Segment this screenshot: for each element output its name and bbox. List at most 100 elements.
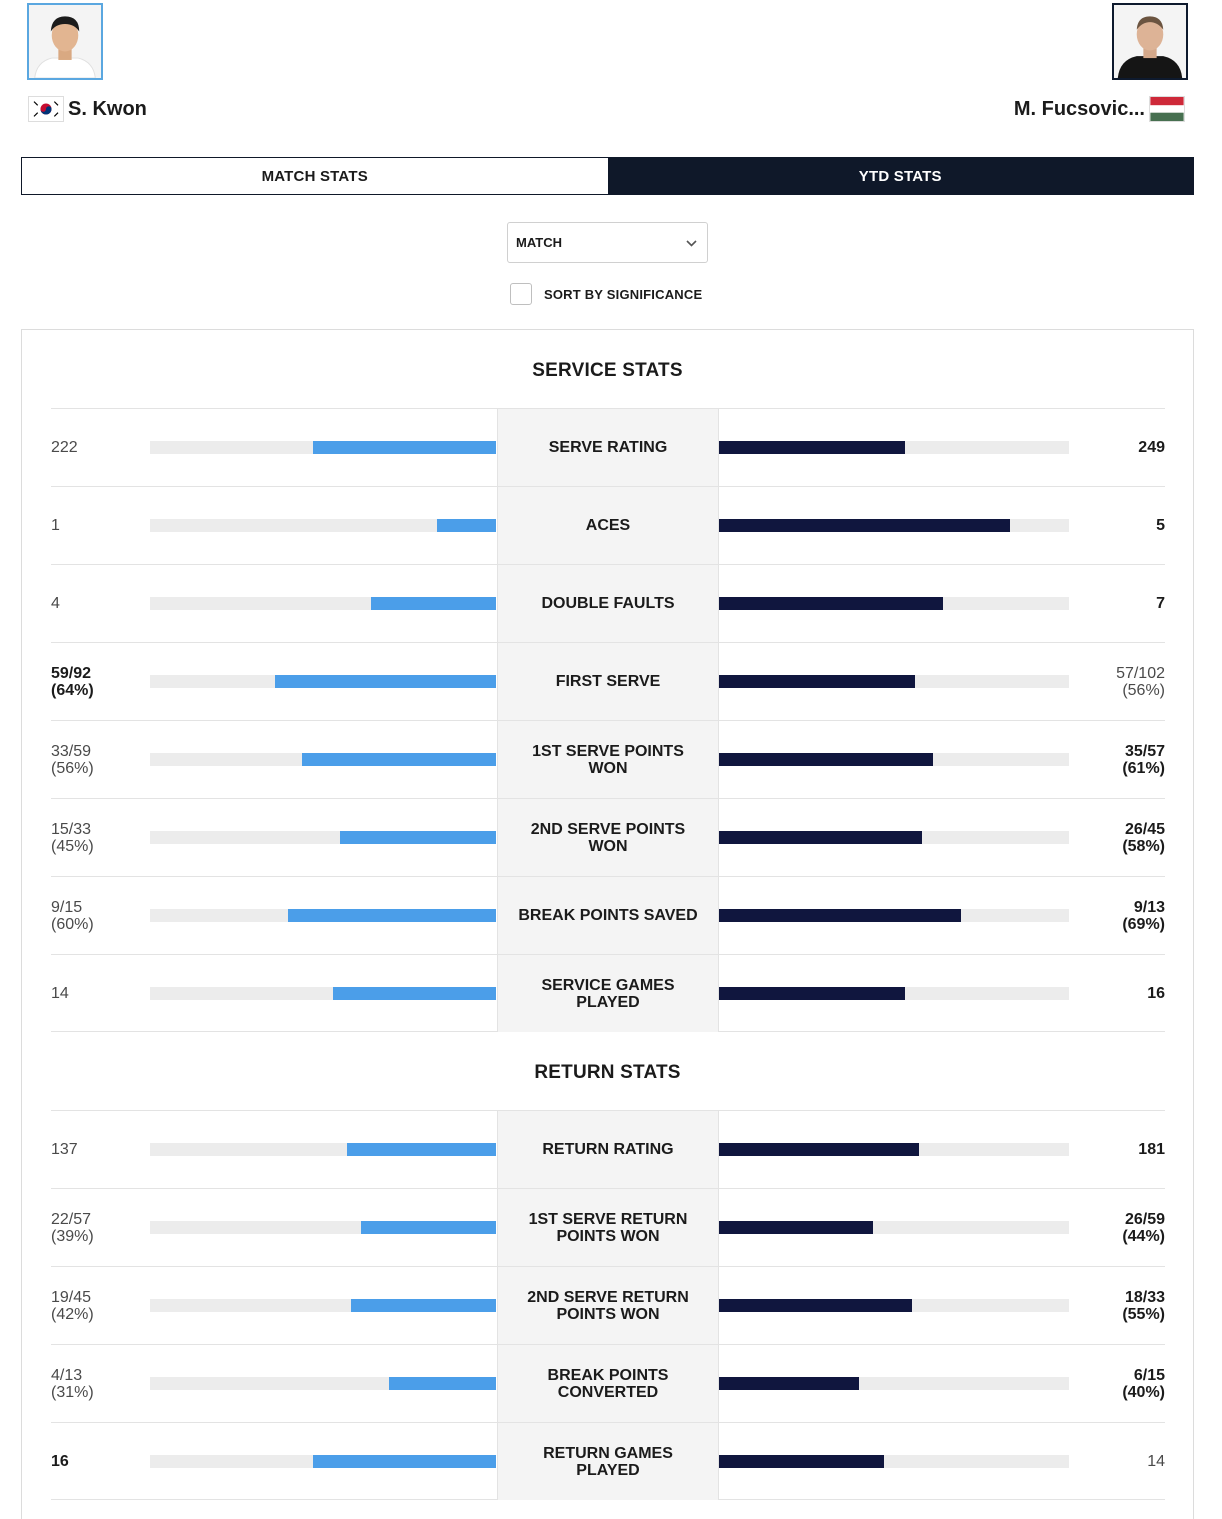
left-bar-track <box>150 753 496 766</box>
tab-match-stats[interactable]: MATCH STATS <box>22 158 608 194</box>
left-value-line: 137 <box>51 1141 78 1158</box>
stats-tabs: MATCH STATS YTD STATS <box>21 157 1194 195</box>
player-photo-left[interactable] <box>27 3 103 80</box>
stat-row: 19/45 (42%) 2ND SERVE RETURN POINTS WON 18/… <box>51 1266 1165 1344</box>
stat-label: BREAK POINTS CONVERTED <box>497 1345 719 1422</box>
stat-label: ACES <box>497 487 719 564</box>
right-bar-fill <box>719 1221 873 1234</box>
right-value-line: 18/33 <box>1124 1288 1165 1306</box>
left-bar-track <box>150 909 496 922</box>
stat-row: 1 ACES 5 <box>51 486 1165 564</box>
stat-row: 4 DOUBLE FAULTS 7 <box>51 564 1165 642</box>
left-value: 222 <box>51 409 78 486</box>
left-value: 14 <box>51 955 69 1032</box>
stat-row: 33/59 (56%) 1ST SERVE POINTS WON 35/57 (61%) <box>51 720 1165 798</box>
right-bar-fill <box>719 519 1010 532</box>
left-bar-fill <box>437 519 496 532</box>
person-icon <box>1114 5 1186 78</box>
left-value-line: 4/13 <box>51 1366 83 1384</box>
right-value-line: (55%) <box>1122 1305 1165 1323</box>
right-value-line: (56%) <box>1122 681 1165 699</box>
left-value: 59/92 (64%) <box>51 643 94 720</box>
right-bar-fill <box>719 831 922 844</box>
period-select[interactable]: MATCH <box>507 222 708 263</box>
right-value-line: (58%) <box>1122 837 1165 855</box>
right-bar-track <box>719 1377 1069 1390</box>
right-value-line: 7 <box>1156 595 1165 612</box>
left-bar-fill <box>350 1299 496 1312</box>
right-bar-track <box>719 519 1069 532</box>
left-value-line: (42%) <box>51 1305 94 1323</box>
right-value: 6/15 (40%) <box>1122 1345 1165 1422</box>
right-bar-track <box>719 441 1069 454</box>
right-value: 18/33 (55%) <box>1122 1267 1165 1344</box>
right-bar-fill <box>719 1455 884 1468</box>
stat-row: 9/15 (60%) BREAK POINTS SAVED 9/13 (69%) <box>51 876 1165 954</box>
left-value: 4 <box>51 565 60 642</box>
right-value-line: 35/57 <box>1124 742 1165 760</box>
right-value-line: 57/102 <box>1116 664 1165 682</box>
left-bar-track <box>150 1377 496 1390</box>
tab-ytd-stats[interactable]: YTD STATS <box>607 158 1193 194</box>
right-value-line: (69%) <box>1122 915 1165 933</box>
stat-label: RETURN RATING <box>497 1111 719 1188</box>
right-value-line: (40%) <box>1122 1383 1165 1401</box>
left-value-line: (39%) <box>51 1227 94 1245</box>
left-value-line: (45%) <box>51 837 94 855</box>
left-value-line: (64%) <box>51 681 94 699</box>
left-bar-fill <box>274 675 496 688</box>
stat-label: BREAK POINTS SAVED <box>497 877 719 954</box>
left-value: 1 <box>51 487 60 564</box>
section-title: RETURN STATS <box>534 1062 681 1083</box>
right-value-line: 16 <box>1147 985 1165 1002</box>
right-bar-track <box>719 1455 1069 1468</box>
left-value-line: 16 <box>51 1453 69 1470</box>
player-name-right-text[interactable]: M. Fucsovic... <box>1013 97 1145 120</box>
left-bar-fill <box>361 1221 496 1234</box>
stat-row: 222 SERVE RATING 249 <box>51 408 1165 486</box>
left-value-line: (31%) <box>51 1383 94 1401</box>
left-bar-fill <box>347 1143 496 1156</box>
right-bar-track <box>719 753 1069 766</box>
right-value: 26/59 (44%) <box>1122 1189 1165 1266</box>
right-bar-fill <box>719 1143 919 1156</box>
right-value: 5 <box>1156 487 1165 564</box>
left-bar-fill <box>388 1377 496 1390</box>
right-bar-track <box>719 987 1069 1000</box>
left-bar-track <box>150 1455 496 1468</box>
stat-row: 15/33 (45%) 2ND SERVE POINTS WON 26/45 (58%) <box>51 798 1165 876</box>
sort-checkbox[interactable] <box>510 283 532 305</box>
right-bar-track <box>719 1221 1069 1234</box>
left-value-line: (60%) <box>51 915 94 933</box>
player-name-right: M. Fucsovic... <box>1014 96 1185 122</box>
left-value-line: 1 <box>51 517 60 534</box>
player-photo-right[interactable] <box>1112 3 1188 80</box>
left-bar-track <box>150 1299 496 1312</box>
sort-label[interactable]: SORT BY SIGNIFICANCE <box>544 286 703 302</box>
stat-label: SERVICE GAMES PLAYED <box>497 955 719 1032</box>
stat-label: 2ND SERVE RETURN POINTS WON <box>497 1267 719 1344</box>
right-value-line: 5 <box>1156 517 1165 534</box>
right-value-line: 26/59 <box>1124 1210 1165 1228</box>
left-value: 4/13 (31%) <box>51 1345 94 1422</box>
left-bar-fill <box>312 441 496 454</box>
stat-row: 14 SERVICE GAMES PLAYED 16 <box>51 954 1165 1032</box>
right-bar-fill <box>719 987 905 1000</box>
left-value-line: 59/92 <box>51 664 92 682</box>
left-bar-track <box>150 1221 496 1234</box>
right-value-line: 14 <box>1147 1453 1165 1470</box>
stat-label: DOUBLE FAULTS <box>497 565 719 642</box>
right-value: 57/102 (56%) <box>1116 643 1165 720</box>
player-name-left-text[interactable]: S. Kwon <box>68 97 147 120</box>
stat-row: 16 RETURN GAMES PLAYED 14 <box>51 1422 1165 1500</box>
right-bar-fill <box>719 441 905 454</box>
stat-label: RETURN GAMES PLAYED <box>497 1423 719 1500</box>
stat-label: FIRST SERVE <box>497 643 719 720</box>
left-value: 16 <box>51 1423 69 1500</box>
sort-by-significance: SORT BY SIGNIFICANCE <box>510 283 702 305</box>
left-value-line: 22/57 <box>51 1210 92 1228</box>
right-bar-track <box>719 1299 1069 1312</box>
left-bar-fill <box>288 909 496 922</box>
left-bar-track <box>150 519 496 532</box>
left-value-line: 33/59 <box>51 742 92 760</box>
